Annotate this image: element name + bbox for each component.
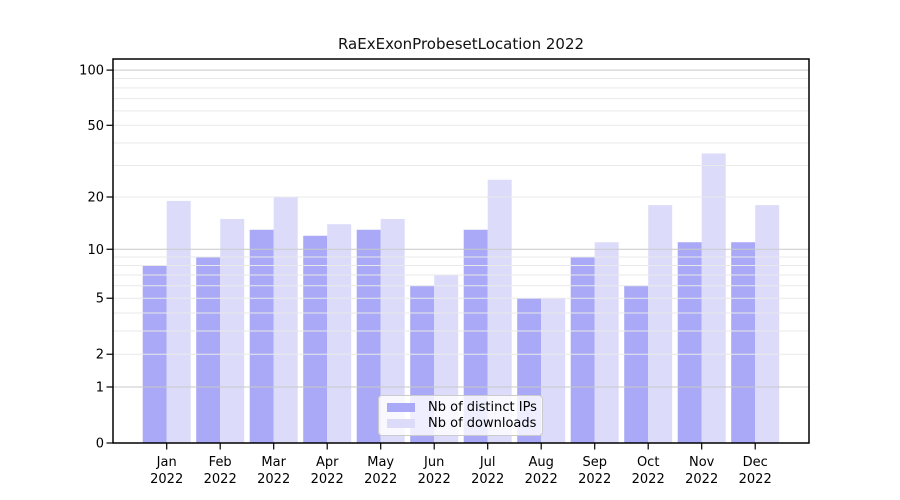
- x-tick-label-year: 2022: [685, 472, 718, 487]
- x-tick-label-month: Jan: [156, 455, 177, 470]
- y-tick-label: 20: [87, 191, 104, 206]
- bar-downloads-dec: [755, 205, 780, 443]
- bar-downloads-apr: [327, 224, 352, 443]
- bar-distinct-ips-nov: [677, 242, 702, 443]
- bar-distinct-ips-oct: [624, 285, 649, 443]
- x-tick-label-year: 2022: [739, 472, 772, 487]
- x-tick-label-year: 2022: [418, 472, 451, 487]
- x-tick-label-year: 2022: [257, 472, 290, 487]
- x-tick-label-year: 2022: [364, 472, 397, 487]
- x-tick-label-month: Nov: [689, 455, 715, 470]
- chart-title: RaExExonProbesetLocation 2022: [337, 35, 585, 53]
- bar-downloads-sep: [594, 242, 619, 443]
- y-tick-label: 0: [96, 437, 104, 452]
- y-tick-label: 100: [79, 64, 104, 79]
- bar-downloads-jan: [166, 200, 191, 443]
- y-tick-label: 1: [96, 380, 104, 395]
- x-tick-label-year: 2022: [525, 472, 558, 487]
- legend-label-distinct-ips: Nb of distinct IPs: [428, 400, 537, 415]
- x-tick-label-month: Sep: [582, 455, 607, 470]
- legend-item-distinct-ips: Nb of distinct IPs: [379, 401, 542, 414]
- bar-distinct-ips-feb: [196, 256, 221, 443]
- legend-swatch-distinct-ips: [387, 403, 415, 412]
- bar-distinct-ips-dec: [731, 242, 756, 443]
- legend-swatch-downloads: [387, 419, 415, 428]
- x-tick-label-year: 2022: [150, 472, 183, 487]
- x-tick-label-month: Jul: [479, 455, 496, 470]
- x-tick-label-year: 2022: [471, 472, 504, 487]
- bar-distinct-ips-sep: [570, 256, 595, 443]
- x-tick-label-month: May: [367, 455, 394, 470]
- y-tick-label: 50: [87, 119, 104, 134]
- x-tick-label-month: Mar: [261, 455, 286, 470]
- x-tick-label-month: Feb: [209, 455, 232, 470]
- bar-distinct-ips-apr: [303, 235, 328, 443]
- x-tick-label-month: Aug: [529, 455, 554, 470]
- x-tick-label-year: 2022: [311, 472, 344, 487]
- x-tick-label-month: Apr: [316, 455, 339, 470]
- y-tick-label: 5: [96, 292, 104, 307]
- x-tick-label-year: 2022: [204, 472, 237, 487]
- legend-label-downloads: Nb of downloads: [428, 416, 537, 431]
- plot-border: [112, 58, 810, 444]
- x-tick-label-month: Jun: [423, 455, 444, 470]
- x-tick-label-month: Oct: [637, 455, 659, 470]
- x-tick-label-year: 2022: [632, 472, 665, 487]
- legend: Nb of distinct IPs Nb of downloads: [378, 395, 543, 436]
- x-tick-label-year: 2022: [578, 472, 611, 487]
- x-tick-label-month: Dec: [743, 455, 768, 470]
- y-tick-label: 10: [87, 243, 104, 258]
- y-tick-label: 2: [96, 348, 104, 363]
- bar-downloads-oct: [648, 205, 673, 443]
- bar-downloads-mar: [273, 197, 298, 443]
- bar-distinct-ips-mar: [249, 229, 274, 443]
- legend-item-downloads: Nb of downloads: [379, 417, 542, 430]
- bar-downloads-aug: [541, 298, 566, 443]
